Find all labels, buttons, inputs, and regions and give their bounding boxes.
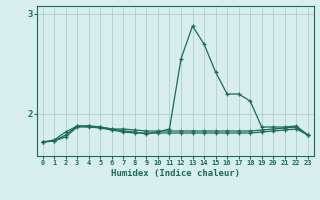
X-axis label: Humidex (Indice chaleur): Humidex (Indice chaleur): [111, 169, 240, 178]
